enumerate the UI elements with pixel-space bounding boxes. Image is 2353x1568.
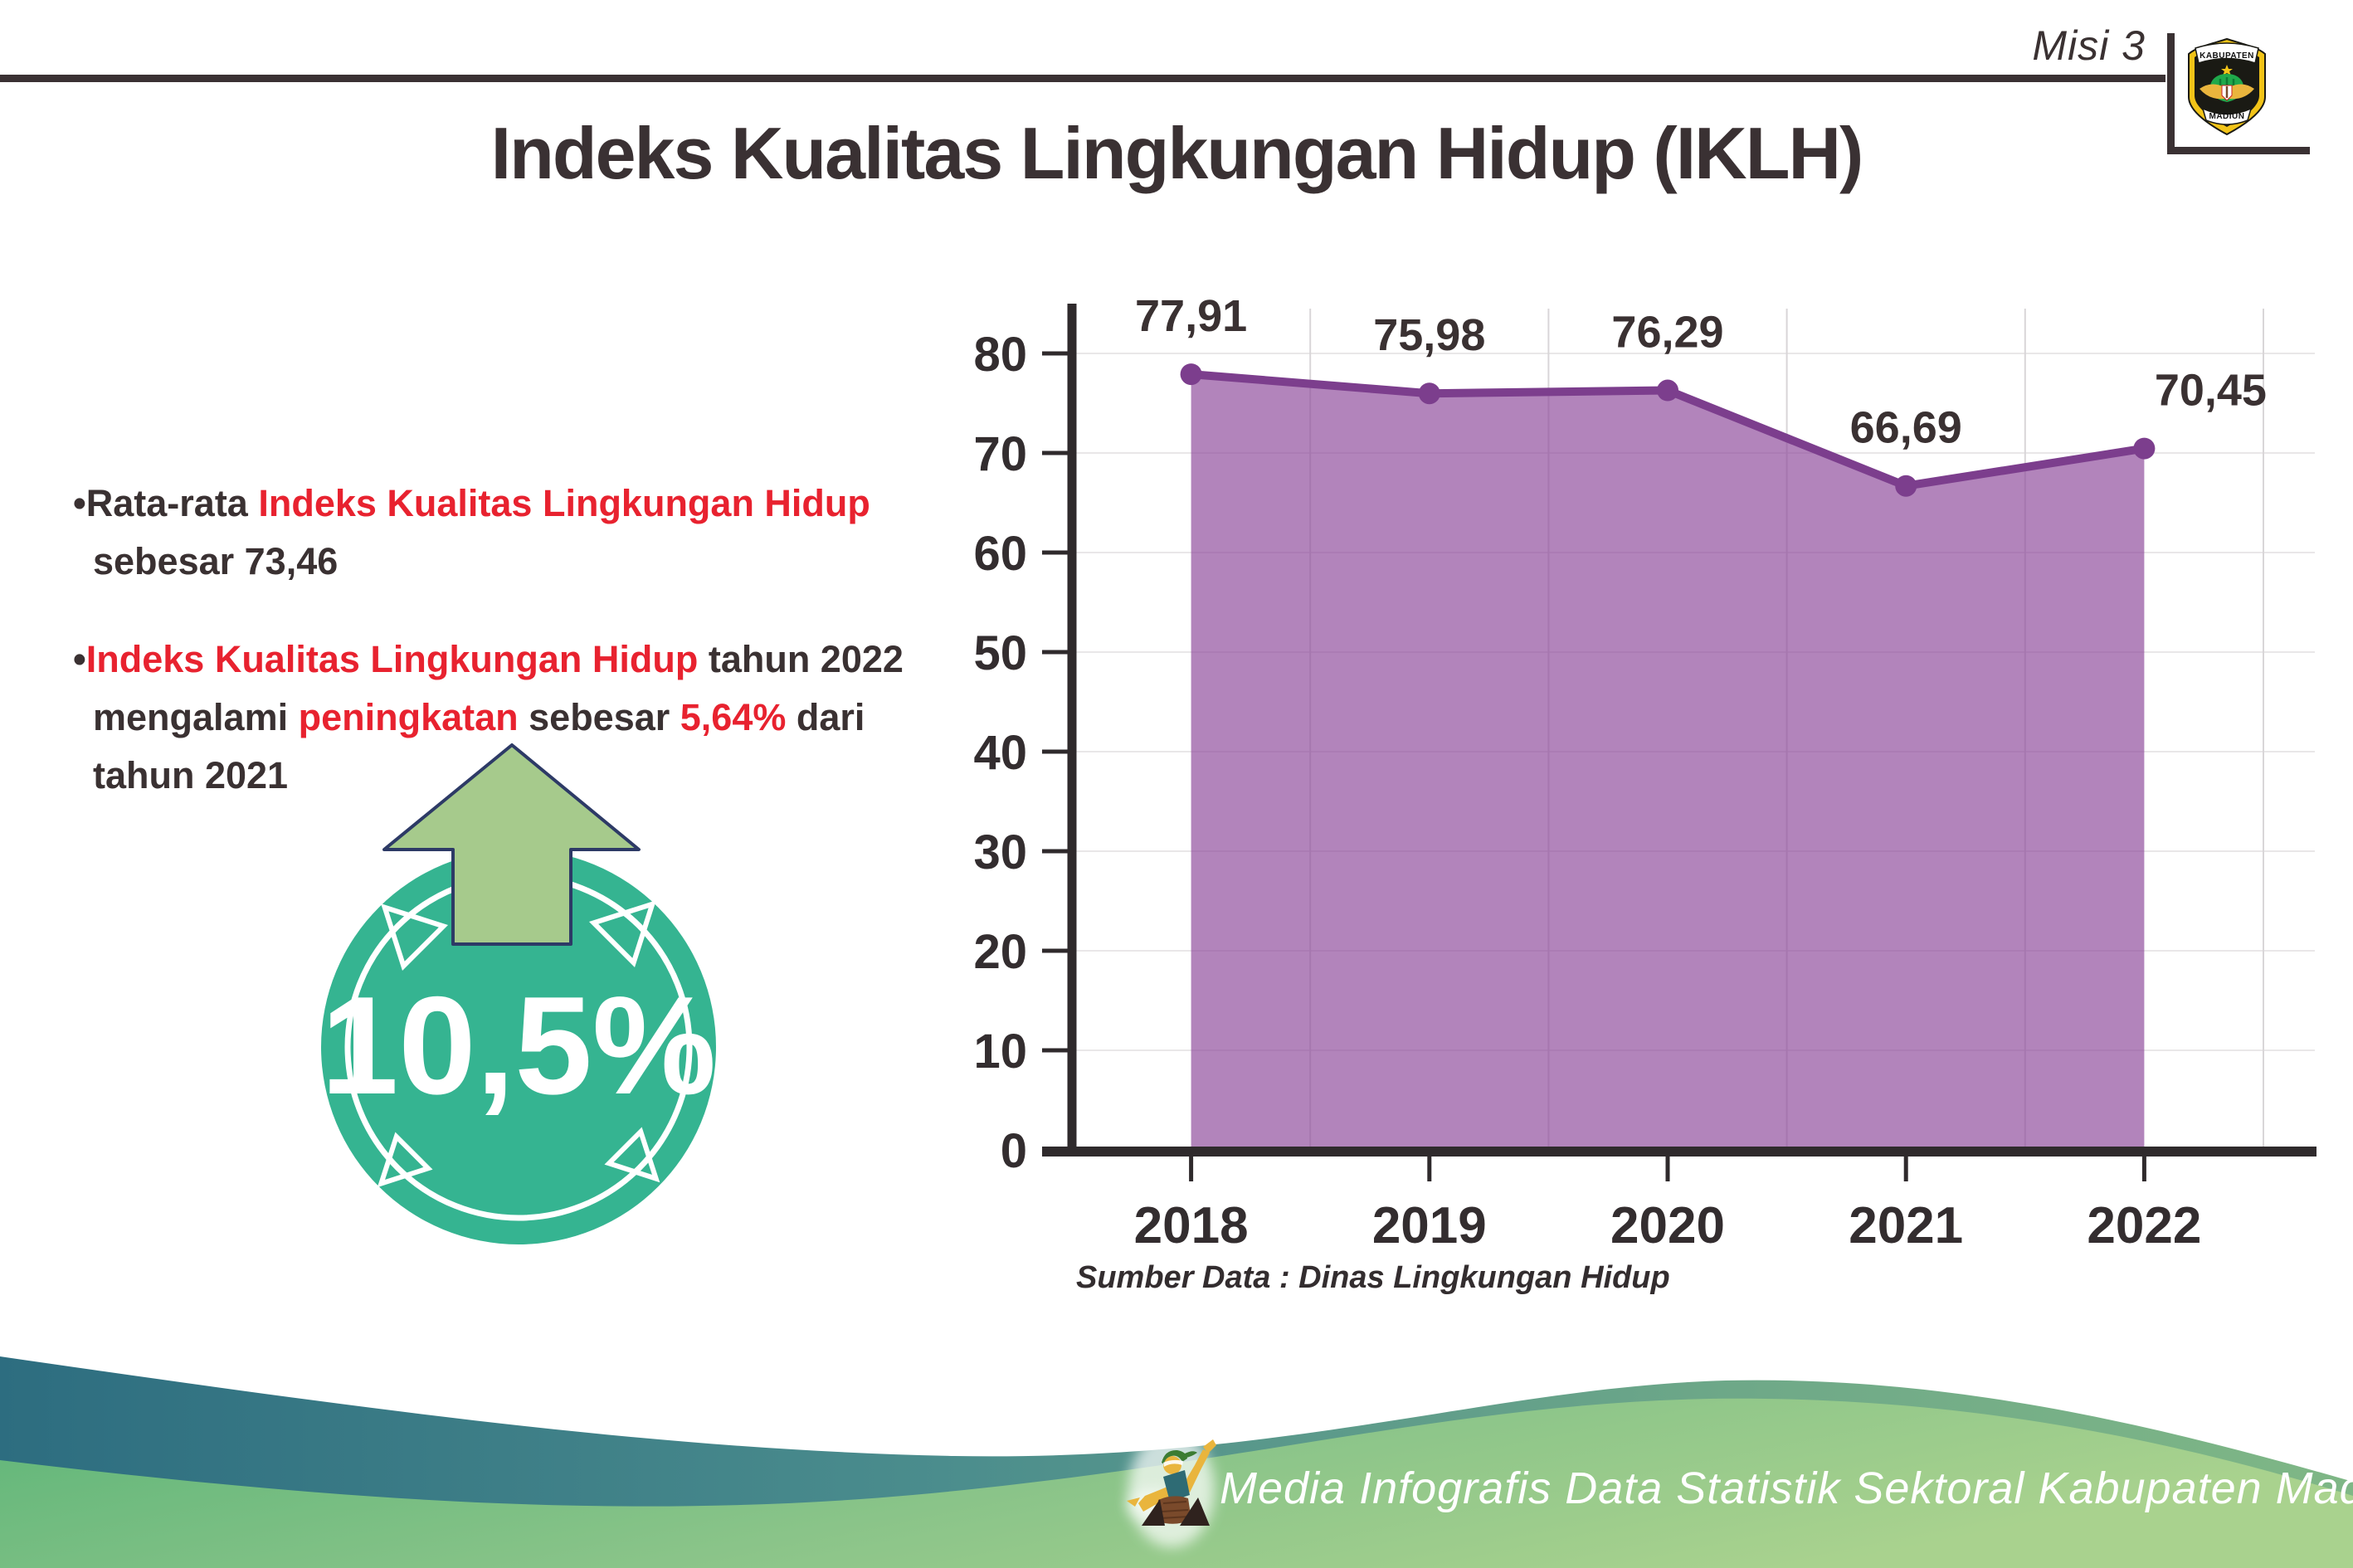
data-points <box>1180 363 2156 497</box>
logo-left-wing <box>2200 84 2224 100</box>
logo-top-ribbon <box>2195 42 2259 64</box>
data-label: 77,91 <box>1135 291 1247 341</box>
logo-right-wing <box>2229 84 2254 100</box>
y-tick-label: 80 <box>973 328 1027 382</box>
x-tick-label: 2021 <box>1849 1197 1963 1254</box>
y-tick-label: 0 <box>1001 1124 1027 1178</box>
y-tick-label: 40 <box>973 726 1027 780</box>
bullet-marker: • <box>73 638 86 680</box>
increase-badge: 10,5% <box>321 743 716 1244</box>
kabupaten-madiun-logo: KABUPATEN MADIUN <box>2188 37 2266 136</box>
bullet-marker: • <box>73 482 86 524</box>
y-tick-label: 60 <box>973 527 1027 581</box>
page-title: Indeks Kualitas Lingkungan Hidup (IKLH) <box>490 112 1864 194</box>
insight-bullet-2: •Indeks Kualitas Lingkungan Hidup tahun … <box>73 638 904 796</box>
area-fill <box>1191 374 2145 1151</box>
badge-value: 10,5% <box>321 967 716 1123</box>
header-rule <box>0 75 2165 82</box>
insights-block: •Rata-rata Indeks Kualitas Lingkungan Hi… <box>73 475 961 845</box>
logo-bottom-ribbon <box>2201 107 2253 125</box>
data-label: 70,45 <box>2155 366 2267 416</box>
x-tick-label: 2018 <box>1134 1197 1249 1254</box>
x-tick-label: 2019 <box>1372 1197 1487 1254</box>
data-labels: 77,91 75,98 76,29 66,69 70,45 <box>1135 291 2267 453</box>
logo-bottom-text: MADIUN <box>2209 112 2245 121</box>
x-tick-label: 2020 <box>1610 1197 1725 1254</box>
x-tick-label: 2022 <box>2087 1197 2201 1254</box>
y-tick-label: 20 <box>973 925 1027 979</box>
footer-wave: Media Infografis Data Statistik Sektoral… <box>0 1356 2353 1568</box>
logo-star-icon <box>2221 65 2233 75</box>
chart-source-note: Sumber Data : Dinas Lingkungan Hidup <box>1076 1260 1670 1295</box>
chart-axes: 0 10 20 30 40 50 60 70 80 2018 2019 2020 2021 2022 <box>973 304 2316 1254</box>
logo-frame-horizontal <box>2167 147 2310 154</box>
data-label: 76,29 <box>1611 308 1723 358</box>
iklh-chart: 77,91 75,98 76,29 66,69 70,45 0 10 20 30 40 50 60 70… <box>973 291 2316 1295</box>
insight-bullet-1: •Rata-rata Indeks Kualitas Lingkungan Hi… <box>73 482 870 582</box>
data-label: 75,98 <box>1373 310 1485 360</box>
y-tick-label: 50 <box>973 626 1027 680</box>
logo-top-text: KABUPATEN <box>2200 51 2254 61</box>
y-tick-label: 10 <box>973 1025 1027 1079</box>
logo-frame-vertical <box>2167 33 2175 154</box>
data-label: 66,69 <box>1850 403 1962 453</box>
mascot-icon <box>1127 1431 1216 1547</box>
y-tick-label: 70 <box>973 427 1027 481</box>
y-tick-label: 30 <box>973 825 1027 879</box>
misi-label: Misi 3 <box>2032 22 2146 69</box>
badge-spark-triangles <box>377 900 660 1188</box>
badge-up-arrow-icon <box>382 743 641 946</box>
footer-credit: Media Infografis Data Statistik Sektoral… <box>1220 1463 2353 1513</box>
